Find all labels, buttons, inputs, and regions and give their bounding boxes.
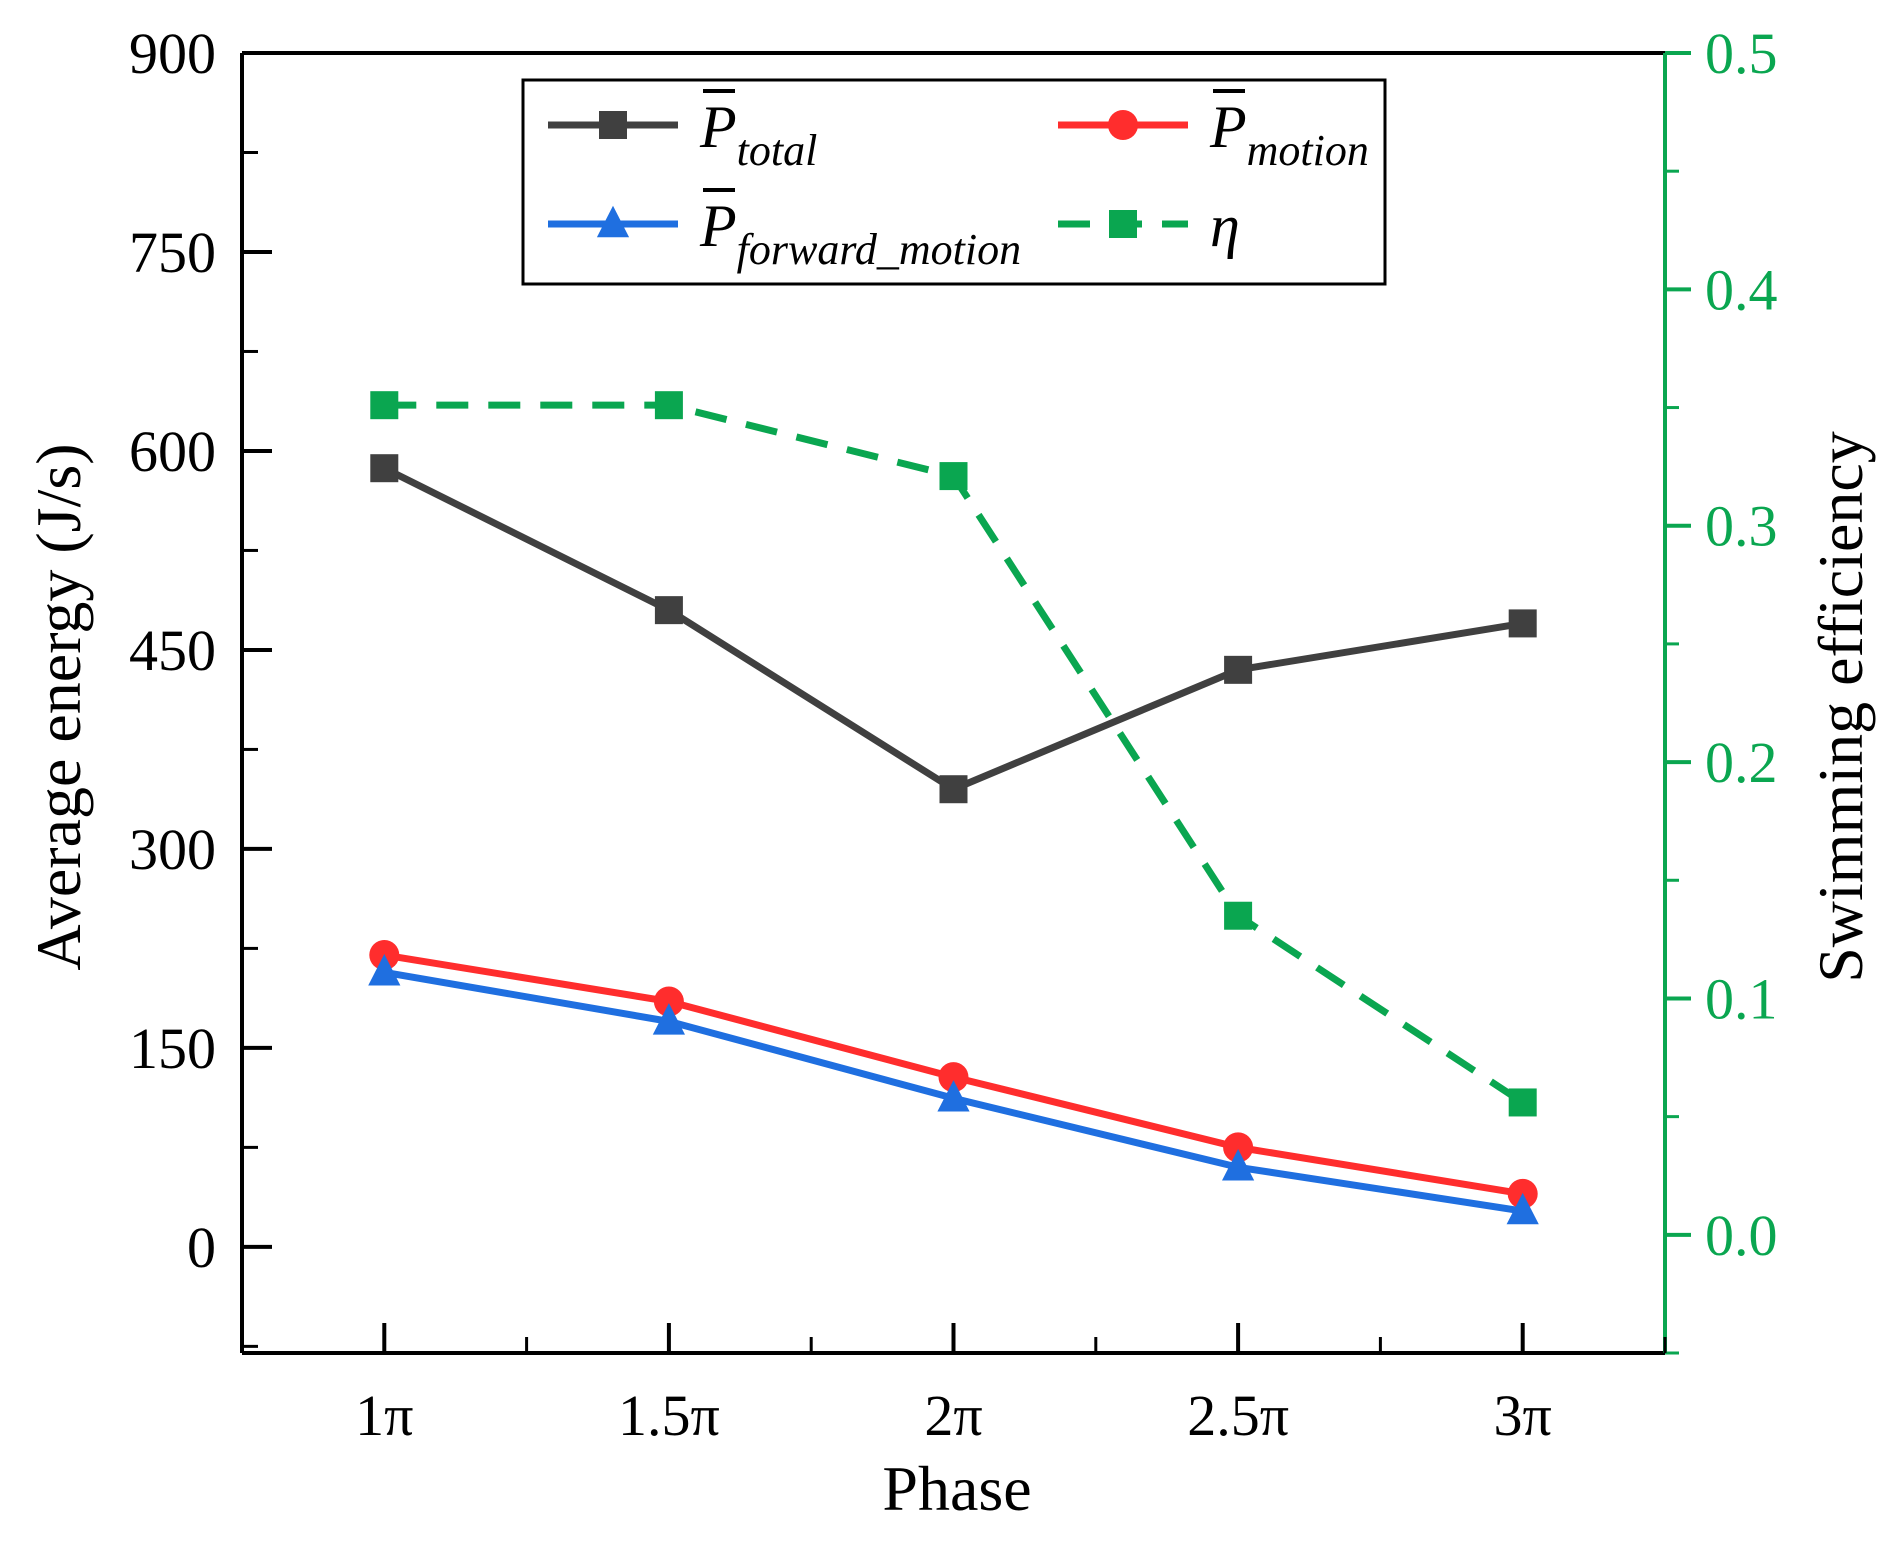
legend-label-P_motion: Pmotion	[1209, 94, 1369, 175]
x-tick-label: 1.5π	[618, 1383, 720, 1448]
y-left-tick-label: 900	[129, 21, 216, 86]
data-point-P_forward_motion	[368, 954, 401, 986]
data-point-eta	[939, 462, 968, 491]
data-point-P_motion	[653, 986, 684, 1017]
data-point-P_total	[654, 596, 683, 625]
legend: Ptotal Pmotion Pforward_motion η	[521, 78, 1387, 286]
data-point-eta	[654, 391, 683, 420]
series-line-P_total	[382, 465, 1524, 793]
legend-marker-P_total	[599, 111, 627, 139]
series-line-eta	[384, 401, 1525, 1106]
data-point-eta	[1224, 901, 1253, 930]
x-axis-title: Phase	[882, 1453, 1031, 1524]
data-point-P_forward_motion	[1222, 1149, 1255, 1181]
y-left-tick-label: 750	[129, 220, 216, 285]
x-tick-label: 1π	[355, 1383, 413, 1448]
y-right-tick-label: 0.4	[1705, 257, 1778, 322]
data-point-eta	[1508, 1088, 1537, 1117]
data-point-P_forward_motion	[937, 1080, 970, 1112]
data-point-P_motion	[938, 1062, 969, 1093]
y-left-tick-label: 0	[187, 1215, 216, 1280]
y-left-tick-label: 600	[129, 419, 216, 484]
legend-label-P_total: Ptotal	[699, 94, 817, 175]
data-point-P_total	[370, 454, 399, 483]
axes-group: 0 150 300 450 600 750 900 0.0 0.1 0.2 0.3 0.4 0.5 1π 1…	[129, 21, 1778, 1448]
y-right-tick-label: 0.0	[1705, 1203, 1778, 1268]
legend-marker-P_forward_motion	[596, 205, 630, 238]
y-axis-title-left: Average energy (J/s)	[23, 443, 94, 970]
y-right-tick-label: 0.5	[1705, 21, 1778, 86]
y-right-tick-label: 0.3	[1705, 494, 1778, 559]
data-point-P_total	[939, 775, 968, 804]
y-left-tick-label: 150	[129, 1016, 216, 1081]
x-tick-label: 2.5π	[1187, 1383, 1289, 1448]
data-point-P_total	[1508, 609, 1537, 638]
data-point-P_motion	[1223, 1132, 1254, 1163]
legend-marker-eta	[1109, 210, 1137, 238]
legend-label-eta: η	[1210, 193, 1240, 259]
y-right-tick-label: 0.1	[1705, 966, 1778, 1031]
data-point-P_forward_motion	[1506, 1192, 1539, 1225]
legend-marker-P_motion	[1108, 110, 1138, 140]
series-group	[368, 391, 1539, 1225]
x-tick-label: 2π	[924, 1383, 982, 1448]
y-left-tick-label: 450	[129, 618, 216, 683]
y-left-tick-label: 300	[129, 817, 216, 882]
data-point-eta	[370, 391, 399, 420]
data-point-P_total	[1224, 655, 1253, 684]
data-point-P_forward_motion	[652, 1003, 685, 1035]
legend-box	[521, 78, 1387, 286]
y-axis-title-right: Swimming efficiency	[1805, 431, 1876, 983]
x-tick-label: 3π	[1494, 1383, 1552, 1448]
y-right-tick-label: 0.2	[1705, 730, 1778, 795]
legend-label-P_forward_motion: Pforward_motion	[699, 193, 1021, 274]
